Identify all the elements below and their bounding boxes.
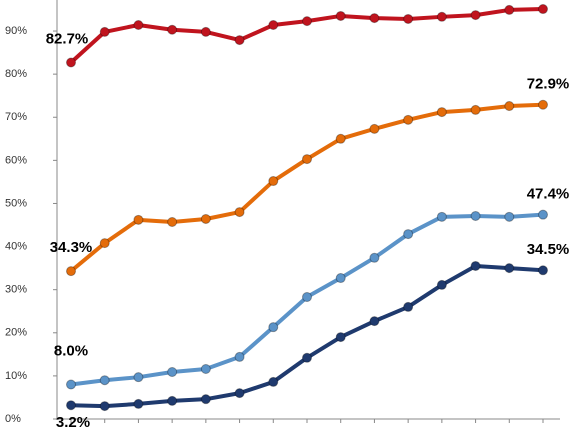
point [470, 260, 481, 271]
point [268, 322, 279, 333]
point [268, 20, 279, 31]
y-tick-label: 80% [5, 68, 27, 80]
point [504, 101, 515, 112]
point [403, 229, 414, 240]
point [99, 401, 110, 412]
point [268, 176, 279, 187]
point [99, 375, 110, 386]
point [403, 301, 414, 312]
point [436, 11, 447, 22]
point [538, 4, 548, 15]
point [504, 263, 515, 274]
point [167, 24, 178, 35]
point [302, 154, 312, 165]
point [436, 107, 447, 118]
point [200, 394, 211, 405]
point [200, 363, 211, 374]
point [369, 123, 380, 134]
point [268, 376, 279, 387]
point [99, 238, 110, 249]
y-tick-label: 70% [5, 111, 27, 123]
point [167, 217, 178, 228]
point [200, 26, 211, 37]
y-tick-label: 90% [5, 25, 27, 37]
point [200, 213, 211, 224]
point [133, 20, 144, 31]
point [504, 4, 515, 15]
point [302, 352, 312, 363]
point [302, 292, 312, 303]
y-tick-label: 50% [5, 197, 27, 209]
series-line [69, 102, 544, 273]
point [133, 398, 144, 409]
data-label: 34.3% [50, 239, 93, 256]
point [369, 13, 380, 24]
point [66, 266, 76, 277]
point [167, 395, 178, 406]
y-tick-label: 10% [5, 370, 27, 382]
y-tick-label: 30% [5, 284, 27, 296]
point [66, 57, 76, 68]
y-tick-label: 0% [5, 413, 21, 425]
point [133, 372, 144, 383]
point [369, 252, 380, 263]
point [234, 35, 245, 46]
data-label: 34.5% [527, 241, 570, 258]
point [335, 133, 346, 144]
point [335, 332, 346, 343]
point [167, 367, 178, 378]
data-label: 3.2% [56, 414, 90, 430]
y-tick-label: 60% [5, 154, 27, 166]
point [335, 10, 346, 21]
point [133, 214, 144, 225]
y-tick-label: 20% [5, 327, 27, 339]
point [369, 316, 380, 327]
point [234, 207, 245, 218]
data-label: 47.4% [527, 186, 570, 203]
point [470, 10, 481, 21]
y-tick-label: 40% [5, 240, 27, 252]
series-line [70, 263, 544, 409]
point [403, 13, 414, 24]
point [66, 379, 76, 390]
point [335, 273, 346, 284]
point [538, 209, 548, 220]
data-label: 72.9% [527, 76, 570, 93]
point [234, 388, 245, 399]
data-label: 8.0% [54, 342, 88, 359]
point [538, 265, 548, 276]
point [538, 99, 548, 110]
point [470, 210, 481, 221]
point [436, 211, 447, 222]
data-label: 82.7% [46, 30, 89, 47]
point [470, 104, 481, 115]
point [403, 114, 414, 125]
point [99, 26, 110, 37]
point [66, 400, 76, 411]
point [436, 279, 447, 290]
point [302, 16, 312, 27]
point [504, 211, 515, 222]
point [234, 351, 245, 362]
